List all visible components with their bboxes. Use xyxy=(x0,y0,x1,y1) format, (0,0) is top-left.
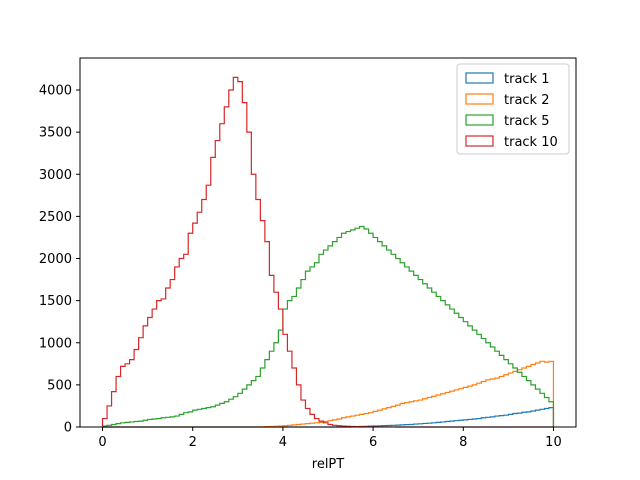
legend-label-track-10: track 10 xyxy=(504,135,558,150)
legend-box xyxy=(456,63,570,155)
legend: track 1 track 2 track 5 track 10 xyxy=(456,63,570,155)
axes-frame xyxy=(79,57,577,428)
x-axis-label: relPT xyxy=(312,457,345,472)
legend-label-track-5: track 5 xyxy=(504,114,550,129)
y-tick-label: 3000 xyxy=(39,168,72,183)
series-track-5-line xyxy=(101,225,555,427)
legend-swatch-track-10 xyxy=(465,135,494,147)
x-tick-label: 10 xyxy=(545,435,562,450)
legend-label-track-1: track 1 xyxy=(504,72,550,87)
y-tick-label: 500 xyxy=(47,378,72,393)
x-tick-label: 0 xyxy=(98,435,106,450)
y-tick-label: 2000 xyxy=(39,252,72,267)
y-tick-label: 1500 xyxy=(39,294,72,309)
x-tick-label: 8 xyxy=(459,435,467,450)
x-tick-label: 2 xyxy=(189,435,197,450)
y-axis: 0 500 1000 1500 2000 2500 3000 3500 4000 xyxy=(39,84,80,436)
legend-label-track-2: track 2 xyxy=(504,93,550,108)
legend-swatch-track-2 xyxy=(465,93,494,105)
y-tick-label: 4000 xyxy=(39,84,72,99)
y-tick-label: 2500 xyxy=(39,210,72,225)
x-axis: 0 2 4 6 8 10 xyxy=(98,427,562,450)
y-tick-label: 0 xyxy=(64,421,72,436)
legend-swatch-track-1 xyxy=(465,72,494,84)
y-tick-label: 1000 xyxy=(39,336,72,351)
x-tick-label: 4 xyxy=(279,435,287,450)
y-tick-label: 3500 xyxy=(39,126,72,141)
x-tick-label: 6 xyxy=(369,435,377,450)
legend-swatch-track-5 xyxy=(465,114,494,126)
